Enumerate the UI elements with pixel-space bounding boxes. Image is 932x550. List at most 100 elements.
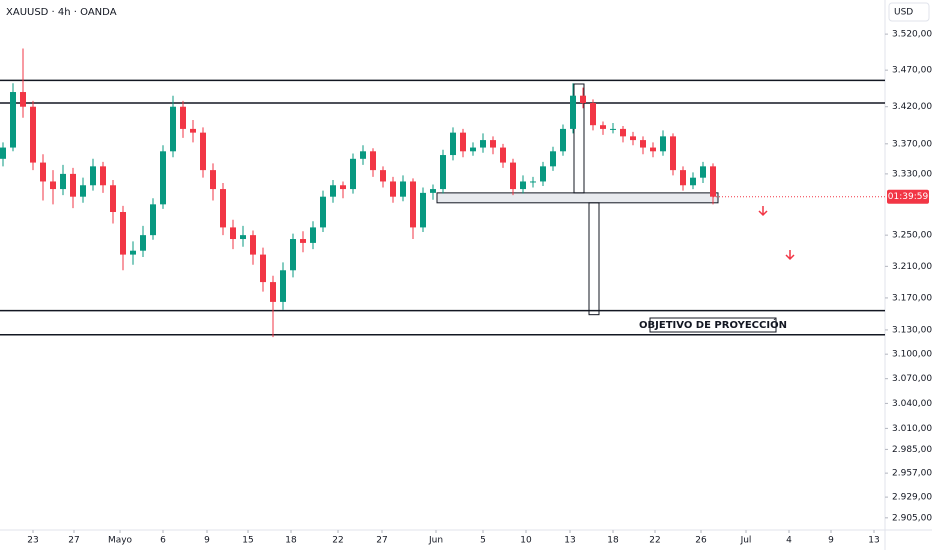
y-tick-label: 3.100,000 bbox=[892, 350, 932, 360]
currency: USD bbox=[894, 8, 913, 18]
candle-body bbox=[280, 270, 286, 302]
candle-body bbox=[170, 106, 176, 152]
candle-body bbox=[40, 162, 46, 182]
candle-body bbox=[210, 170, 216, 190]
candle-body bbox=[230, 227, 236, 240]
candle-body bbox=[120, 212, 126, 255]
x-tick-label: 4 bbox=[786, 536, 792, 546]
candle-body bbox=[700, 166, 706, 178]
candle-body bbox=[130, 250, 136, 255]
candle-body bbox=[580, 95, 586, 104]
candle-body bbox=[430, 189, 436, 193]
y-tick-label: 2.985,000 bbox=[892, 445, 932, 455]
candle-body bbox=[680, 170, 686, 186]
candle-body bbox=[10, 92, 16, 148]
candle-body bbox=[360, 151, 366, 159]
annotation-box bbox=[649, 317, 777, 333]
candle-body bbox=[500, 147, 506, 163]
candle-body bbox=[710, 166, 716, 197]
candle-body bbox=[180, 106, 186, 129]
x-tick-label: 18 bbox=[285, 536, 297, 546]
candle-body bbox=[600, 125, 606, 129]
x-tick-label: 23 bbox=[27, 536, 38, 546]
x-tick-label: 27 bbox=[68, 536, 79, 546]
x-tick-label: 6 bbox=[160, 536, 166, 546]
zone bbox=[573, 83, 585, 194]
candle-body bbox=[140, 235, 146, 251]
x-tick-label: Jun bbox=[428, 536, 443, 546]
candle-body bbox=[260, 254, 266, 283]
candle-body bbox=[350, 158, 356, 190]
x-tick-label: 15 bbox=[242, 536, 253, 546]
x-tick-label: 9 bbox=[828, 536, 834, 546]
candle-body bbox=[520, 181, 526, 190]
x-tick-label: 26 bbox=[695, 536, 707, 546]
candle-body bbox=[630, 136, 636, 141]
candle-body bbox=[410, 181, 416, 228]
candle-body bbox=[400, 181, 406, 197]
y-tick-label: 3.170,000 bbox=[892, 293, 932, 303]
candle-body bbox=[20, 92, 26, 107]
y-tick-label: 3.470,000 bbox=[892, 66, 932, 76]
chart-title: XAUUSD · 4h · OANDA bbox=[6, 7, 117, 18]
x-tick-label: 22 bbox=[649, 536, 660, 546]
y-tick-label: 2.905,000 bbox=[892, 513, 932, 523]
candle-body bbox=[0, 147, 6, 159]
candle-body bbox=[470, 147, 476, 152]
y-tick-label: 3.370,000 bbox=[892, 139, 932, 149]
y-tick-label: 3.210,000 bbox=[892, 262, 932, 272]
candle-body bbox=[330, 185, 336, 197]
candle-body bbox=[650, 147, 656, 152]
zone bbox=[436, 192, 719, 204]
candle-body bbox=[250, 235, 256, 255]
y-tick-label: 3.010,000 bbox=[892, 424, 932, 434]
y-tick-label: 3.330,000 bbox=[892, 169, 932, 179]
zone bbox=[588, 202, 600, 316]
candle-body bbox=[200, 132, 206, 171]
currency-box[interactable] bbox=[888, 2, 930, 22]
candle-body bbox=[340, 185, 346, 190]
candle-body bbox=[620, 128, 626, 137]
x-tick-label: 13 bbox=[868, 536, 879, 546]
y-tick-label: 3.250,000 bbox=[892, 231, 932, 241]
x-tick-label: Mayo bbox=[108, 536, 133, 546]
candle-body bbox=[100, 166, 106, 186]
candle-body bbox=[380, 170, 386, 182]
candle-body bbox=[190, 128, 196, 133]
candle-body bbox=[270, 282, 276, 302]
candle-body bbox=[30, 106, 36, 163]
x-tick-label: 5 bbox=[480, 536, 486, 546]
candle-body bbox=[240, 235, 246, 240]
candle-body bbox=[390, 181, 396, 197]
y-tick-label: 2.929,000 bbox=[892, 493, 932, 503]
candle-body bbox=[60, 173, 66, 190]
y-tick-label: 3.420,000 bbox=[892, 102, 932, 112]
y-tick-label: 3.040,000 bbox=[892, 399, 932, 409]
candle-body bbox=[550, 151, 556, 167]
x-tick-label: 9 bbox=[204, 536, 210, 546]
candle-body bbox=[460, 132, 466, 152]
candle-body bbox=[690, 177, 696, 186]
candle-body bbox=[310, 227, 316, 243]
countdown: 01:39:59 bbox=[888, 192, 929, 202]
candle-body bbox=[420, 192, 426, 228]
x-tick-label: 27 bbox=[376, 536, 387, 546]
candle-body bbox=[560, 128, 566, 152]
y-tick-label: 3.520,000 bbox=[892, 30, 932, 40]
countdown-box bbox=[887, 189, 929, 204]
candle-body bbox=[480, 140, 486, 148]
candle-body bbox=[440, 155, 446, 190]
candle-body bbox=[670, 136, 676, 171]
candle-body bbox=[540, 166, 546, 182]
candle-body bbox=[640, 140, 646, 148]
candle-body bbox=[450, 132, 456, 156]
candle-body bbox=[220, 189, 226, 228]
candle-body bbox=[70, 173, 76, 197]
candle-body bbox=[290, 239, 296, 271]
candle-body bbox=[590, 103, 596, 126]
candle-body bbox=[610, 128, 616, 130]
candle-body bbox=[110, 185, 116, 213]
candle-body bbox=[90, 166, 96, 186]
candle-body bbox=[510, 162, 516, 190]
